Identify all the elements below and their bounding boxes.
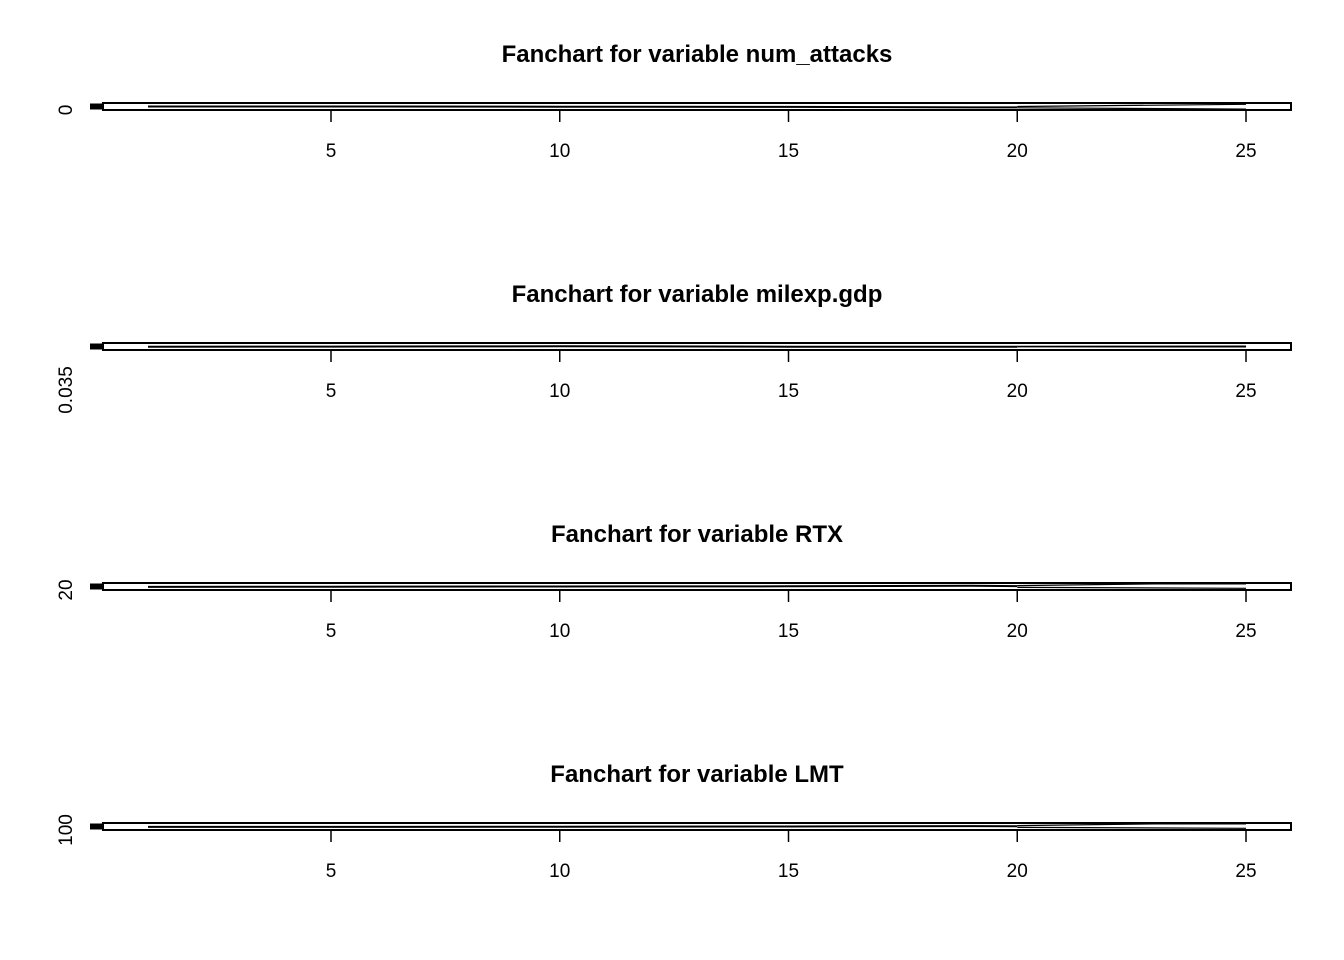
x-tick-label: 15 bbox=[778, 861, 799, 882]
fan-lower-line bbox=[1017, 586, 1247, 589]
panel-title: Fanchart for variable milexp.gdp bbox=[512, 281, 883, 308]
panel-num-attacks: Fanchart for variable num_attacks 5 10 15 2… bbox=[56, 41, 1292, 162]
x-tick-label: 15 bbox=[778, 621, 799, 642]
x-tick-label: 10 bbox=[549, 621, 570, 642]
fan-upper-line bbox=[1017, 583, 1246, 587]
y-tick-label: 20 bbox=[56, 579, 77, 600]
y-tick-label: 0.035 bbox=[56, 366, 77, 414]
x-tick-label: 10 bbox=[549, 861, 570, 882]
x-tick-label: 5 bbox=[326, 861, 337, 882]
y-tick-label: 100 bbox=[56, 814, 77, 846]
x-tick-label: 25 bbox=[1235, 141, 1256, 162]
x-tick-label: 20 bbox=[1007, 621, 1028, 642]
panel-lmt: Fanchart for variable LMT 5 10 15 20 25 100 bbox=[56, 761, 1292, 882]
x-tick-label: 10 bbox=[549, 381, 570, 402]
x-tick-label: 10 bbox=[549, 141, 570, 162]
x-tick-label: 5 bbox=[326, 141, 337, 162]
fan-upper-line bbox=[1017, 823, 1246, 827]
forecast-series-line bbox=[147, 345, 1018, 348]
forecast-series-line bbox=[148, 105, 1018, 109]
forecast-series-line bbox=[147, 584, 1018, 588]
panel-rtx: Fanchart for variable RTX 5 10 15 20 25 20 bbox=[56, 521, 1292, 642]
x-tick-label: 5 bbox=[326, 381, 337, 402]
x-tick-label: 15 bbox=[778, 141, 799, 162]
x-tick-label: 20 bbox=[1007, 861, 1028, 882]
x-tick-label: 25 bbox=[1235, 621, 1256, 642]
panel-title: Fanchart for variable num_attacks bbox=[502, 41, 893, 68]
x-tick-label: 5 bbox=[326, 621, 337, 642]
forecast-series-line bbox=[148, 825, 1018, 828]
panel-title: Fanchart for variable LMT bbox=[550, 761, 844, 788]
x-tick-label: 15 bbox=[778, 381, 799, 402]
panel-milexp-gdp: Fanchart for variable milexp.gdp 5 10 15 20… bbox=[56, 281, 1292, 414]
x-tick-label: 25 bbox=[1235, 381, 1256, 402]
panel-title: Fanchart for variable RTX bbox=[551, 521, 843, 548]
x-tick-label: 20 bbox=[1007, 381, 1028, 402]
x-tick-label: 20 bbox=[1007, 141, 1028, 162]
y-tick-label: 0 bbox=[56, 105, 77, 116]
fan-upper-line bbox=[1017, 103, 1247, 108]
fan-lower-line bbox=[1017, 107, 1247, 110]
x-tick-label: 25 bbox=[1235, 861, 1256, 882]
fan-lower-line bbox=[1017, 826, 1247, 829]
